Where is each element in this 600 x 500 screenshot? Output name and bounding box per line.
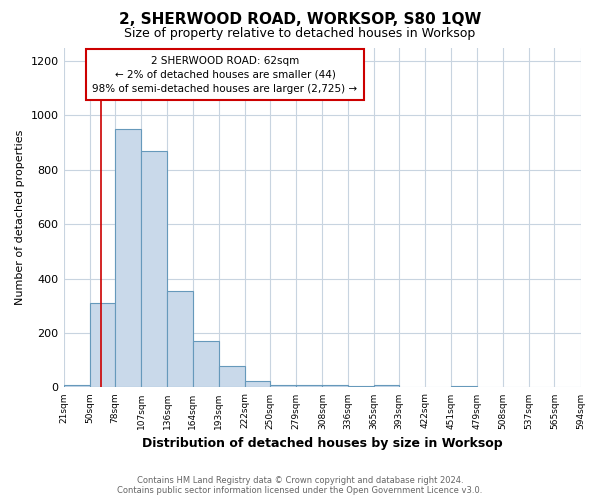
Text: 2 SHERWOOD ROAD: 62sqm
← 2% of detached houses are smaller (44)
98% of semi-deta: 2 SHERWOOD ROAD: 62sqm ← 2% of detached …: [92, 56, 358, 94]
Bar: [115, 129, 141, 388]
Bar: [270, 384, 296, 388]
Bar: [141, 151, 167, 388]
Bar: [167, 291, 193, 388]
Text: Size of property relative to detached houses in Worksop: Size of property relative to detached ho…: [124, 28, 476, 40]
Bar: [64, 384, 90, 388]
Bar: [348, 386, 374, 388]
X-axis label: Distribution of detached houses by size in Worksop: Distribution of detached houses by size …: [142, 437, 502, 450]
Bar: [374, 384, 399, 388]
Bar: [90, 303, 115, 388]
Bar: [193, 341, 219, 388]
Bar: [322, 386, 348, 388]
Y-axis label: Number of detached properties: Number of detached properties: [15, 130, 25, 305]
Bar: [451, 386, 477, 388]
Bar: [245, 380, 270, 388]
Bar: [296, 386, 322, 388]
Bar: [219, 366, 245, 388]
Text: Contains HM Land Registry data © Crown copyright and database right 2024.
Contai: Contains HM Land Registry data © Crown c…: [118, 476, 482, 495]
Text: 2, SHERWOOD ROAD, WORKSOP, S80 1QW: 2, SHERWOOD ROAD, WORKSOP, S80 1QW: [119, 12, 481, 28]
